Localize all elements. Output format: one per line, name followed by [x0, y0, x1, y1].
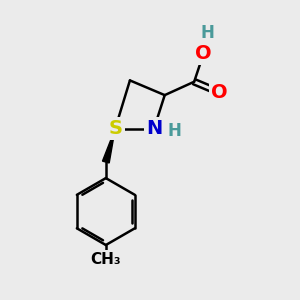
Polygon shape — [103, 129, 115, 163]
Text: N: N — [146, 119, 162, 138]
Text: H: H — [201, 24, 214, 42]
Text: H: H — [167, 122, 181, 140]
Text: S: S — [108, 119, 122, 138]
Text: CH₃: CH₃ — [91, 252, 121, 267]
Text: O: O — [195, 44, 212, 63]
Text: O: O — [211, 83, 228, 102]
